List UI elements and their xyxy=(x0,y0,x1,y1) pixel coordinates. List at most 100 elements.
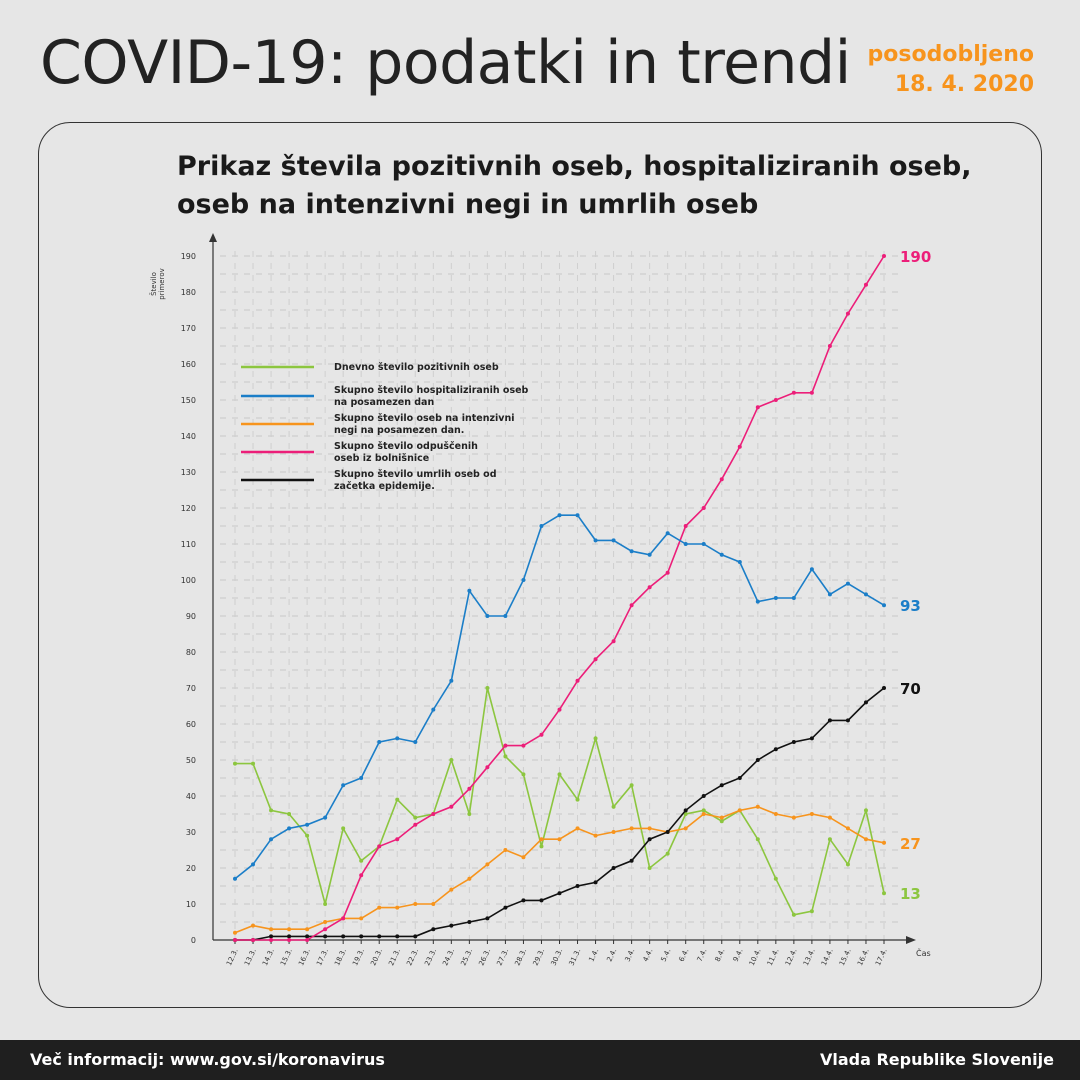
data-point xyxy=(882,603,886,608)
data-point xyxy=(287,812,292,816)
data-point xyxy=(593,538,598,543)
data-point xyxy=(773,876,778,881)
data-point xyxy=(233,876,237,881)
data-point xyxy=(269,808,274,813)
data-point xyxy=(593,736,598,741)
data-point xyxy=(665,851,670,856)
data-point xyxy=(863,700,868,705)
updated-date: 18. 4. 2020 xyxy=(894,72,1034,97)
data-point xyxy=(413,815,418,820)
data-point xyxy=(485,614,490,618)
data-point xyxy=(233,761,237,766)
x-tick-label: 25.3. xyxy=(459,947,474,967)
data-point xyxy=(503,743,508,748)
x-axis-arrow-icon xyxy=(906,936,916,944)
x-tick-label: 31.3. xyxy=(568,947,583,967)
legend-label: Skupno število hospitaliziranih oseb xyxy=(334,385,529,396)
data-point xyxy=(413,934,418,939)
data-point xyxy=(755,599,760,604)
data-point xyxy=(233,938,237,942)
data-point xyxy=(773,747,778,752)
y-axis-label: primerov xyxy=(158,268,166,300)
data-point xyxy=(755,804,760,809)
legend-label: oseb iz bolnišnice xyxy=(334,453,429,464)
end-value-label: 13 xyxy=(900,885,921,903)
chart-card xyxy=(38,122,1042,1008)
data-point xyxy=(737,444,742,449)
data-point xyxy=(485,916,490,921)
data-point xyxy=(485,686,490,690)
data-point xyxy=(323,927,328,932)
x-tick-label: 13.4. xyxy=(802,947,817,967)
data-point xyxy=(683,808,688,813)
x-tick-label: 7.4. xyxy=(696,947,709,962)
data-point xyxy=(557,891,562,896)
data-point xyxy=(737,560,742,564)
data-point xyxy=(539,844,544,849)
x-tick-label: 10.4. xyxy=(748,947,763,967)
data-point xyxy=(701,506,706,510)
data-point xyxy=(269,934,274,939)
data-point xyxy=(845,311,850,316)
data-point xyxy=(503,848,508,852)
y-tick-label: 60 xyxy=(186,720,196,729)
end-value-label: 190 xyxy=(900,248,931,266)
y-tick-label: 70 xyxy=(186,684,196,693)
organization-name: Vlada Republike Slovenije xyxy=(819,1050,1054,1069)
data-point xyxy=(791,390,796,395)
x-tick-label: 23.3. xyxy=(423,947,438,967)
x-tick-label: 3.4. xyxy=(624,947,637,962)
y-tick-label: 120 xyxy=(181,504,196,513)
x-tick-label: 15.3. xyxy=(279,947,294,967)
x-tick-label: 9.4. xyxy=(732,947,745,962)
more-info-link[interactable]: Več informacij: www.gov.si/koronavirus xyxy=(30,1050,385,1069)
y-tick-label: 190 xyxy=(181,252,196,261)
data-point xyxy=(503,754,508,759)
x-tick-label: 20.3. xyxy=(369,947,384,967)
data-point xyxy=(341,783,346,788)
data-point xyxy=(341,916,346,921)
data-point xyxy=(305,833,310,838)
data-point xyxy=(647,837,652,842)
x-tick-label: 2.4. xyxy=(605,947,618,962)
data-point xyxy=(557,513,562,518)
x-axis-label: Čas xyxy=(916,947,931,958)
data-point xyxy=(683,524,688,528)
legend-label: Skupno število oseb na intenzivni xyxy=(334,413,514,424)
data-point xyxy=(521,578,526,582)
data-point xyxy=(629,549,634,554)
data-point xyxy=(701,794,706,798)
data-point xyxy=(882,840,886,845)
data-point xyxy=(341,826,346,831)
updated-label: posodobljeno xyxy=(867,42,1034,67)
data-point xyxy=(503,614,508,618)
y-tick-label: 90 xyxy=(186,612,196,621)
data-point xyxy=(827,344,832,348)
data-point xyxy=(809,390,814,395)
data-point xyxy=(791,912,796,917)
end-value-label: 70 xyxy=(900,680,921,698)
data-point xyxy=(521,855,526,860)
x-tick-label: 27.3. xyxy=(495,947,510,967)
data-point xyxy=(287,826,292,831)
y-tick-label: 150 xyxy=(181,396,196,405)
x-tick-label: 18.3. xyxy=(333,947,348,967)
data-point xyxy=(882,686,886,690)
data-point xyxy=(827,837,832,842)
data-point xyxy=(269,938,274,942)
x-tick-label: 8.4. xyxy=(714,947,727,962)
data-point xyxy=(413,740,418,744)
data-point xyxy=(773,398,778,402)
data-point xyxy=(521,898,526,903)
data-point xyxy=(665,830,670,834)
data-point xyxy=(395,736,400,741)
x-tick-label: 14.3. xyxy=(261,947,276,967)
data-point xyxy=(539,898,544,903)
data-point xyxy=(251,938,256,942)
data-point xyxy=(575,797,580,802)
data-point xyxy=(323,934,328,939)
data-point xyxy=(611,866,616,870)
data-point xyxy=(233,930,237,935)
x-tick-label: 11.4. xyxy=(766,947,781,967)
